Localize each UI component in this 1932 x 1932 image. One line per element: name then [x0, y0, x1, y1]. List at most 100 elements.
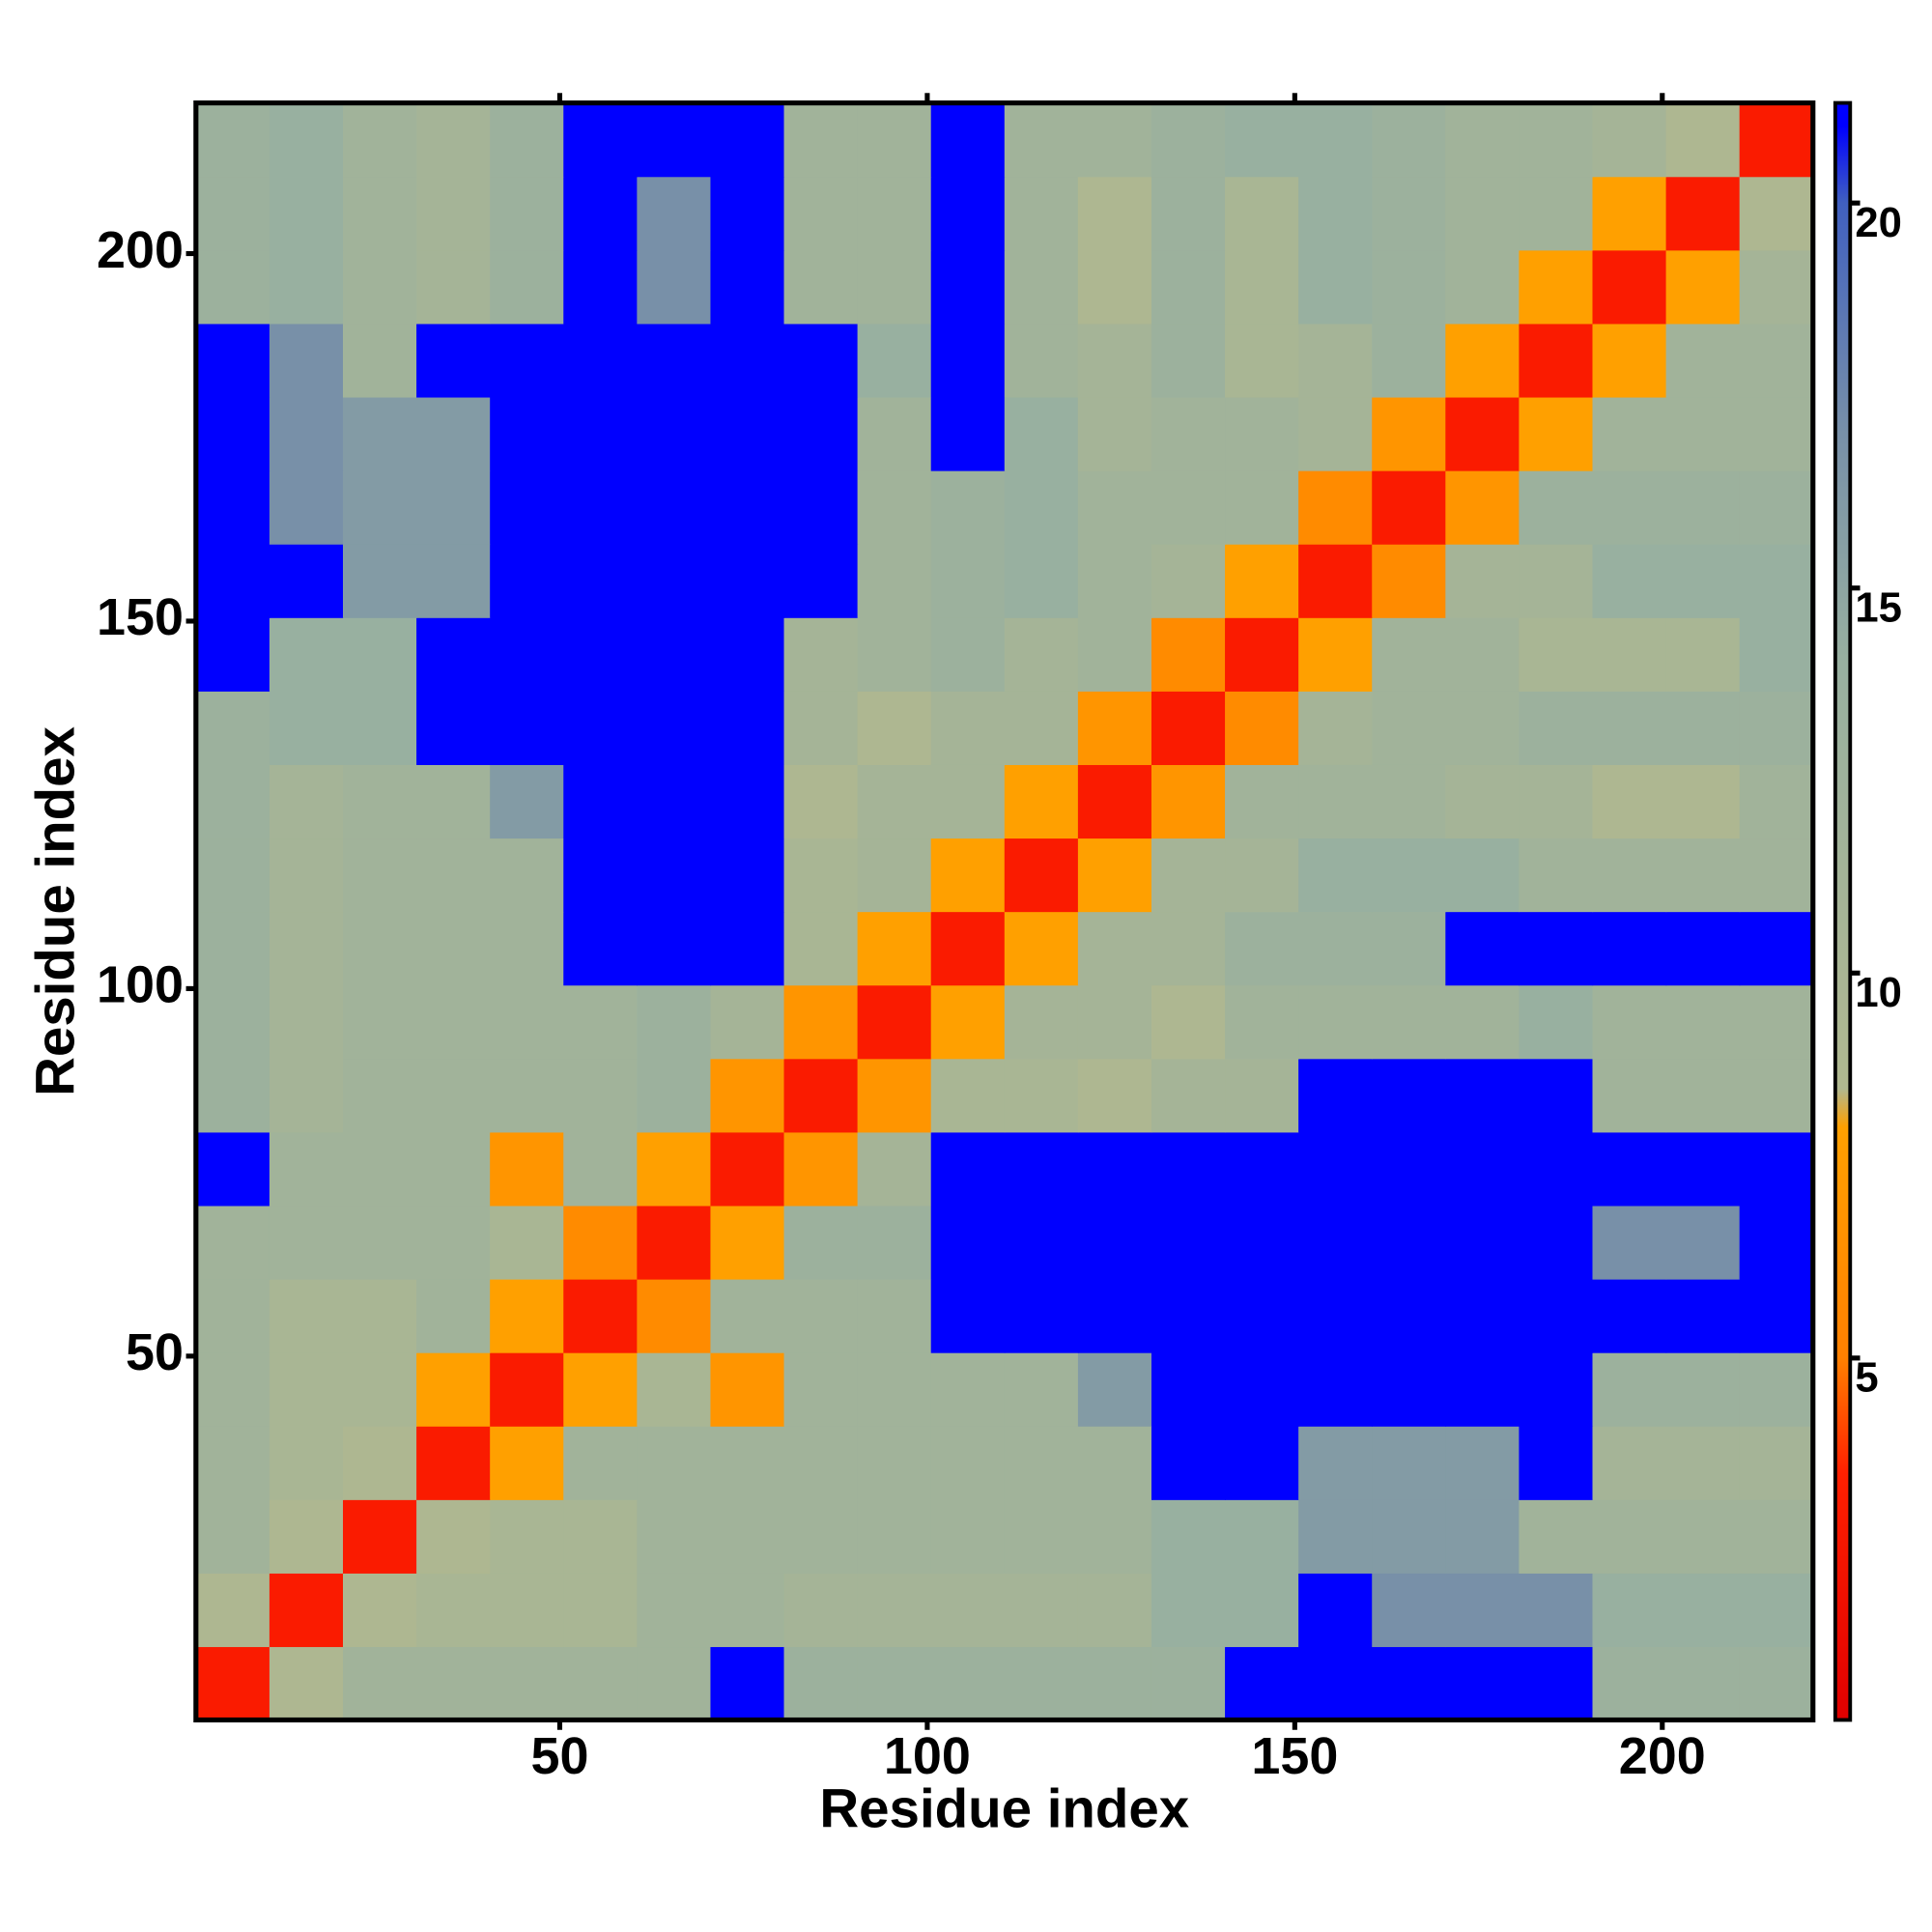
cell	[563, 617, 638, 692]
cell	[1077, 838, 1152, 913]
cell	[1739, 323, 1814, 398]
cell	[857, 469, 932, 545]
x-tick-label: 150	[1251, 1727, 1338, 1785]
cell	[490, 1573, 564, 1648]
cell	[1077, 1573, 1152, 1648]
cell	[416, 1131, 491, 1207]
cell	[1298, 1131, 1373, 1207]
cell	[195, 691, 270, 765]
cell	[930, 1646, 1006, 1721]
cell	[1225, 838, 1299, 913]
cell	[637, 984, 712, 1060]
cell	[563, 691, 638, 765]
cell	[1665, 396, 1741, 471]
cell	[930, 102, 1006, 178]
cell	[1592, 544, 1667, 618]
cell	[637, 396, 712, 471]
cell	[1739, 911, 1814, 986]
cell	[1592, 1278, 1667, 1353]
cell	[1077, 544, 1152, 618]
x-tick-label: 50	[530, 1727, 588, 1785]
cell	[1004, 691, 1079, 765]
cell	[1298, 1205, 1373, 1280]
cell	[1004, 249, 1079, 325]
colorbar-tick-label: 5	[1855, 1353, 1878, 1401]
cell	[637, 544, 712, 618]
cell	[1151, 469, 1226, 545]
cell	[343, 1205, 417, 1280]
cell	[1077, 323, 1152, 398]
cell	[343, 984, 417, 1060]
cell	[1739, 1573, 1814, 1648]
cell	[1151, 838, 1226, 913]
cell	[1225, 1646, 1299, 1721]
cell	[930, 176, 1006, 251]
cell	[1372, 617, 1446, 692]
cell	[1077, 1352, 1152, 1427]
cell	[1519, 323, 1594, 398]
cell	[1298, 1499, 1373, 1574]
cell	[1519, 764, 1594, 839]
cell	[1004, 984, 1079, 1060]
cell	[1004, 838, 1079, 913]
cell	[710, 176, 785, 251]
cell	[563, 838, 638, 913]
cell	[1372, 1058, 1446, 1133]
colorbar-tick-label: 15	[1855, 583, 1902, 631]
cell	[1298, 617, 1373, 692]
cell	[1298, 1058, 1373, 1133]
cell	[1592, 1499, 1667, 1574]
cell	[1372, 323, 1446, 398]
cell	[1739, 396, 1814, 471]
cell	[490, 249, 564, 325]
cell	[1225, 1278, 1299, 1353]
cell	[1592, 911, 1667, 986]
cell	[563, 176, 638, 251]
cell	[269, 102, 344, 178]
cell	[343, 1131, 417, 1207]
cell	[195, 1352, 270, 1427]
cell	[1665, 1131, 1741, 1207]
cell	[857, 102, 932, 178]
cell	[343, 249, 417, 325]
cell	[710, 984, 785, 1060]
cell	[343, 1573, 417, 1648]
cell	[1372, 1278, 1446, 1353]
cell	[930, 911, 1006, 986]
cell	[930, 1573, 1006, 1648]
cell	[195, 176, 270, 251]
cell	[1519, 1205, 1594, 1280]
cell	[416, 323, 491, 398]
cell	[783, 1278, 859, 1353]
cell	[1004, 1131, 1079, 1207]
cell	[710, 323, 785, 398]
cell	[1445, 984, 1520, 1060]
cell	[1445, 396, 1520, 471]
cell	[490, 176, 564, 251]
cell	[1077, 1499, 1152, 1574]
cell	[1592, 1058, 1667, 1133]
cell	[783, 469, 859, 545]
cell	[1592, 102, 1667, 178]
cell	[1151, 249, 1226, 325]
cell	[1298, 1426, 1373, 1500]
cell	[1592, 1646, 1667, 1721]
cell	[1592, 984, 1667, 1060]
cell	[710, 1573, 785, 1648]
cell	[343, 838, 417, 913]
cell	[343, 1499, 417, 1574]
cell	[416, 176, 491, 251]
cell	[710, 1352, 785, 1427]
cell	[1665, 1058, 1741, 1133]
cell	[1739, 249, 1814, 325]
cell	[1225, 249, 1299, 325]
cell	[857, 249, 932, 325]
cell	[490, 1352, 564, 1427]
cell	[1665, 838, 1741, 913]
y-axis-title: Residue index	[25, 726, 86, 1096]
cell	[1739, 838, 1814, 913]
cell	[710, 544, 785, 618]
cell	[1739, 102, 1814, 178]
cell	[490, 911, 564, 986]
cell	[1739, 1278, 1814, 1353]
